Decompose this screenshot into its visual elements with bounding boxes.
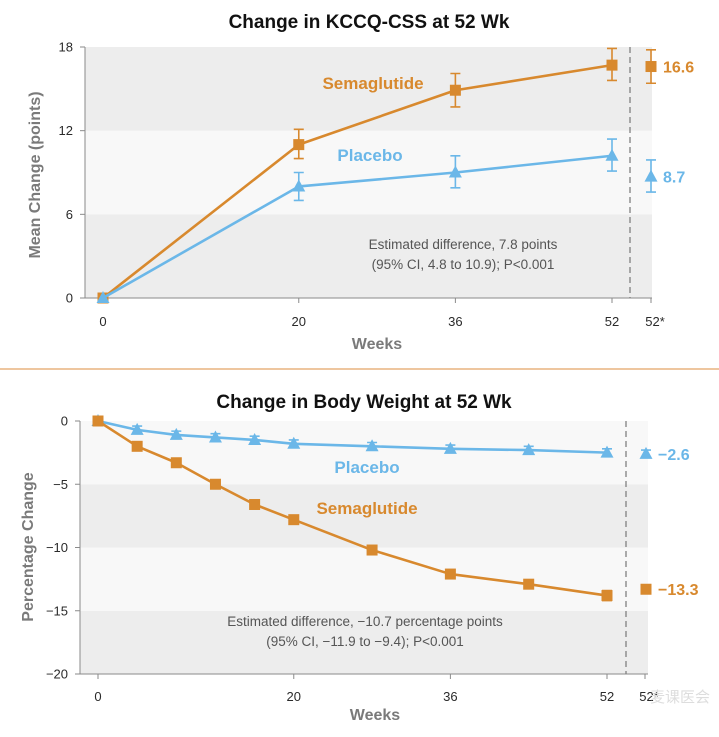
body-weight-y-tick-label: 0 <box>61 414 68 429</box>
kccq-chart-title: Change in KCCQ-CSS at 52 Wk <box>229 12 510 33</box>
kccq-y-tick-label: 18 <box>59 40 73 55</box>
body-weight-semaglutide-point <box>601 590 613 602</box>
body-weight-annotation-line-2: (95% CI, −11.9 to −9.4); P<0.001 <box>266 634 464 649</box>
body-weight-semaglutide-point <box>249 498 261 510</box>
kccq-panel: Change in KCCQ-CSS at 52 Wk Mean Change … <box>27 12 694 353</box>
body-weight-band-0 <box>80 610 648 674</box>
body-weight-placebo-point <box>443 441 457 454</box>
body-weight-x-axis-label: Weeks <box>350 707 401 724</box>
kccq-y-tick-label: 12 <box>59 123 73 138</box>
body-weight-placebo-point <box>248 432 262 445</box>
kccq-placebo-point <box>605 148 619 161</box>
body-weight-x-tick-label: 52 <box>600 689 614 704</box>
kccq-semaglutide-point <box>449 84 461 96</box>
body-weight-semaglutide-label: Semaglutide <box>316 499 417 518</box>
kccq-semaglutide-end-point <box>645 61 657 73</box>
body-weight-x-tick-label-extra: 52* <box>639 689 659 704</box>
kccq-semaglutide-point <box>293 139 305 151</box>
kccq-semaglutide-line <box>102 63 613 300</box>
body-weight-chart-title: Change in Body Weight at 52 Wk <box>216 392 512 413</box>
body-weight-band-1 <box>80 547 648 611</box>
kccq-y-axis-label: Mean Change (points) <box>27 91 44 258</box>
body-weight-semaglutide-point <box>131 440 143 452</box>
body-weight-semaglutide-point <box>523 578 535 590</box>
kccq-x-axis-label: Weeks <box>352 336 403 353</box>
body-weight-x-tick-label: 0 <box>94 689 101 704</box>
body-weight-y-tick-label: −15 <box>46 603 68 618</box>
kccq-placebo-point <box>448 165 462 178</box>
body-weight-x-tick-label: 20 <box>287 689 301 704</box>
body-weight-panel: Change in Body Weight at 52 Wk Percentag… <box>20 392 699 724</box>
kccq-band-2 <box>85 47 652 131</box>
body-weight-semaglutide-point <box>366 544 378 556</box>
kccq-placebo-end-point <box>644 169 658 182</box>
kccq-semaglutide-end-label: 16.6 <box>663 60 694 77</box>
kccq-grid-bands <box>85 47 652 298</box>
kccq-annotation-line-1: Estimated difference, 7.8 points <box>369 237 558 252</box>
kccq-semaglutide-label: Semaglutide <box>322 74 423 93</box>
kccq-y-tick-label: 0 <box>66 291 73 306</box>
body-weight-placebo-end-label: −2.6 <box>658 447 690 464</box>
kccq-semaglutide-point <box>606 59 618 71</box>
body-weight-semaglutide-end-point <box>640 583 652 595</box>
body-weight-semaglutide-line <box>97 419 608 597</box>
body-weight-band-2 <box>80 484 648 548</box>
body-weight-placebo-end-point <box>639 446 653 459</box>
body-weight-y-tick-label: −10 <box>46 540 68 555</box>
body-weight-placebo-point <box>208 430 222 443</box>
body-weight-y-tick-label: −20 <box>46 667 68 682</box>
kccq-placebo-point <box>292 179 306 192</box>
kccq-placebo-end-label: 8.7 <box>663 170 685 187</box>
body-weight-series: −2.6 −13.3 <box>91 414 699 602</box>
kccq-x-tick-label: 20 <box>292 314 306 329</box>
kccq-placebo-label: Placebo <box>337 146 402 165</box>
body-weight-semaglutide-point <box>288 514 300 526</box>
body-weight-tick-labels: 0 −5 −10 −15 −20 0 20 36 52 52* <box>46 414 659 705</box>
kccq-band-0 <box>85 214 652 298</box>
kccq-placebo-line <box>102 154 613 300</box>
body-weight-placebo-point <box>600 445 614 458</box>
body-weight-semaglutide-point <box>170 457 182 469</box>
body-weight-semaglutide-point <box>92 415 104 427</box>
body-weight-semaglutide-end-label: −13.3 <box>658 582 699 599</box>
body-weight-placebo-label: Placebo <box>334 458 399 477</box>
body-weight-semaglutide-point <box>209 478 221 490</box>
kccq-axes <box>80 46 652 303</box>
kccq-band-1 <box>85 130 652 215</box>
body-weight-axes <box>75 420 648 679</box>
body-weight-y-axis-label: Percentage Change <box>20 472 37 621</box>
body-weight-placebo-line <box>97 419 608 454</box>
body-weight-y-tick-label: −5 <box>53 477 68 492</box>
body-weight-semaglutide-point <box>444 568 456 580</box>
watermark-text: 麦课医会 <box>650 688 710 706</box>
body-weight-placebo-point <box>365 439 379 452</box>
kccq-x-tick-label: 0 <box>99 314 106 329</box>
kccq-placebo-point <box>96 291 110 303</box>
body-weight-placebo-point <box>169 427 183 440</box>
kccq-x-tick-label: 36 <box>448 314 462 329</box>
kccq-x-tick-label: 52 <box>605 314 619 329</box>
kccq-series: 16.6 8.7 <box>96 47 694 304</box>
kccq-annotation-line-2: (95% CI, 4.8 to 10.9); P<0.001 <box>372 257 555 272</box>
body-weight-placebo-point <box>522 443 536 456</box>
body-weight-annotation-line-1: Estimated difference, −10.7 percentage p… <box>227 614 503 629</box>
kccq-y-tick-label: 6 <box>66 207 73 222</box>
body-weight-placebo-point <box>287 436 301 449</box>
kccq-tick-labels: 0 6 12 18 0 20 36 52 52* <box>59 40 665 330</box>
body-weight-x-tick-label: 36 <box>443 689 457 704</box>
kccq-x-tick-label-extra: 52* <box>645 314 665 329</box>
body-weight-placebo-point <box>130 422 144 435</box>
